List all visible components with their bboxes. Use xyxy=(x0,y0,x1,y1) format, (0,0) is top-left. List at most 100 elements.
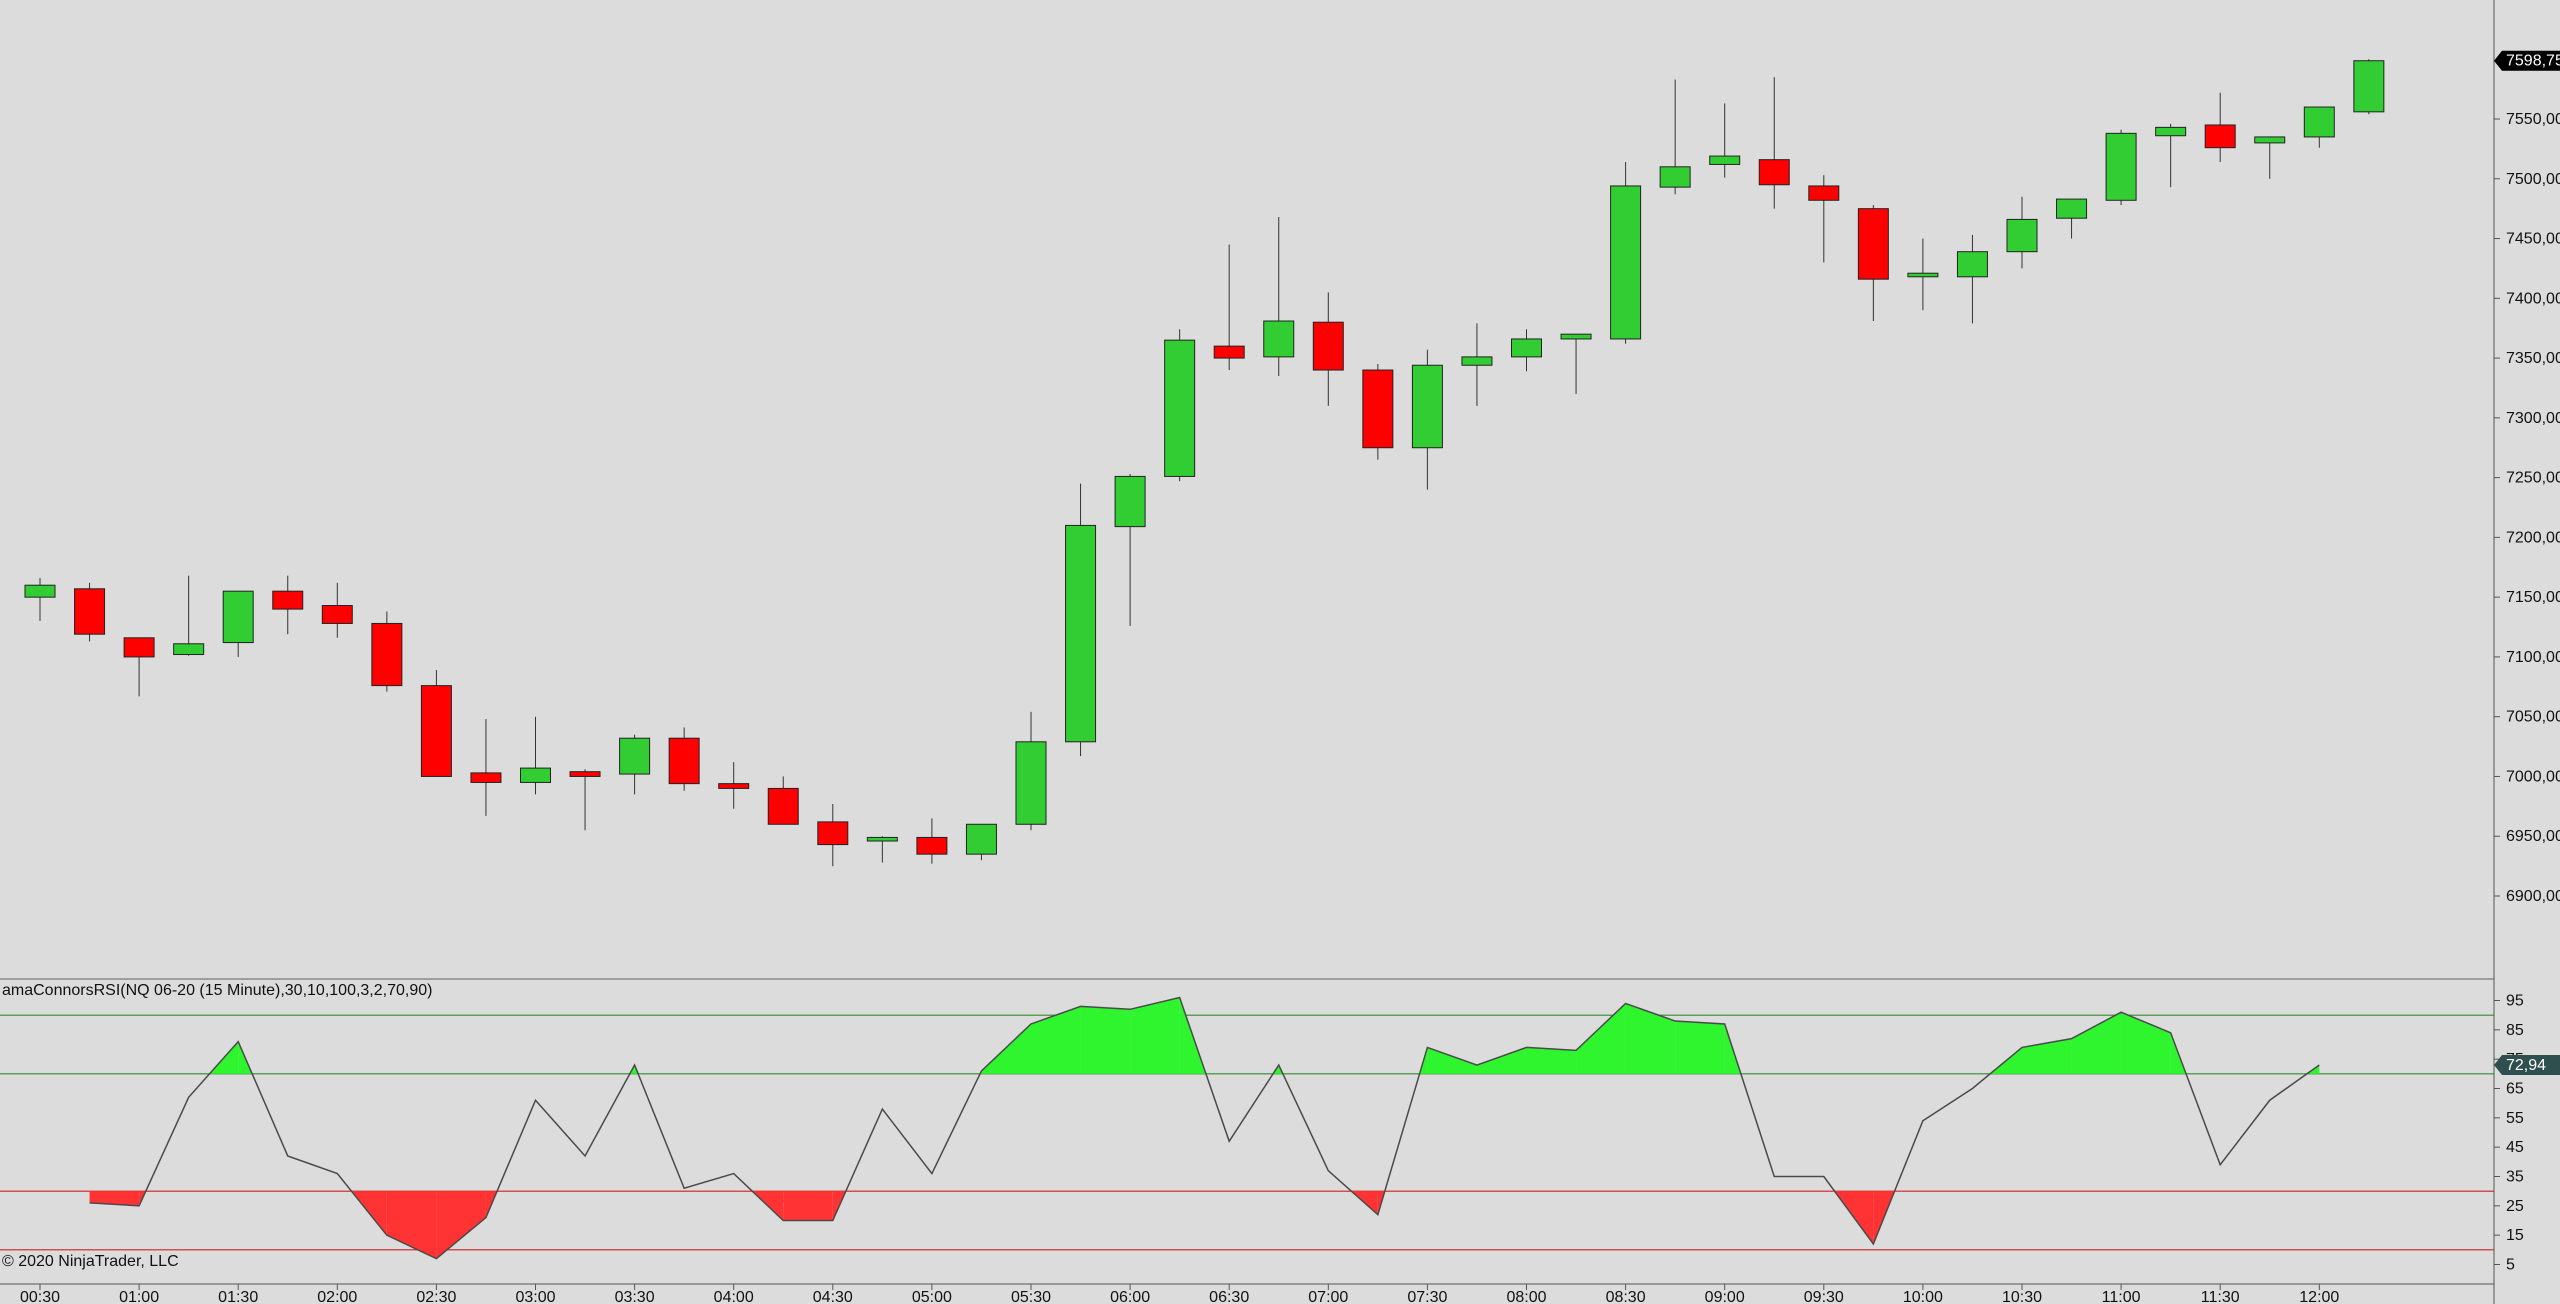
price-tick-label: 7300,00 xyxy=(2506,410,2560,427)
last-rsi-label-bg xyxy=(2494,1055,2560,1076)
candle xyxy=(1114,474,1146,626)
price-tick-label: 7350,00 xyxy=(2506,350,2560,367)
last-rsi-marker: 72,94 xyxy=(2494,1055,2560,1076)
candle-body xyxy=(1758,159,1790,186)
candle-body xyxy=(2056,198,2088,219)
price-tick-label: 7400,00 xyxy=(2506,290,2560,307)
candle-body xyxy=(1808,185,1840,201)
x-tick-label: 03:30 xyxy=(615,1289,655,1304)
candle-body xyxy=(1164,339,1196,477)
x-tick-label: 00:30 xyxy=(20,1289,60,1304)
rsi-tick-label: 85 xyxy=(2506,1022,2524,1039)
rsi-tick-label: 65 xyxy=(2506,1081,2524,1098)
candle-body xyxy=(1659,166,1691,188)
candles-layer xyxy=(24,59,2385,867)
candle-body xyxy=(1560,333,1592,340)
candle xyxy=(1015,711,1047,831)
candle-body xyxy=(2204,124,2236,149)
rsi-overbought-fill xyxy=(2022,1038,2072,1074)
price-tick-label: 7150,00 xyxy=(2506,589,2560,606)
x-tick-label: 05:30 xyxy=(1011,1289,1051,1304)
rsi-overbought-fill xyxy=(2071,1012,2122,1074)
price-tick-label: 7100,00 xyxy=(2506,649,2560,666)
candle xyxy=(1956,234,1988,324)
candle xyxy=(371,611,403,692)
candle-body xyxy=(24,584,56,598)
x-tick-label: 01:00 xyxy=(119,1289,159,1304)
candle xyxy=(2105,129,2137,206)
x-tick-label: 11:00 xyxy=(2102,1289,2141,1304)
rsi-overbought-fill xyxy=(1675,1021,1725,1074)
rsi-line xyxy=(89,996,2320,1260)
x-tick-label: 04:00 xyxy=(714,1289,754,1304)
candle-body xyxy=(173,643,205,656)
candle-body xyxy=(74,588,106,635)
candle xyxy=(123,637,155,697)
last-price-label-bg xyxy=(2494,50,2560,71)
candle xyxy=(2006,196,2038,269)
x-tick-label: 10:30 xyxy=(2002,1289,2042,1304)
candle-body xyxy=(1312,321,1344,371)
candle xyxy=(1312,292,1344,406)
candle xyxy=(619,734,651,795)
candle xyxy=(1709,103,1741,178)
candle xyxy=(2155,123,2187,188)
candle xyxy=(272,575,304,635)
candle xyxy=(1758,77,1790,209)
candle xyxy=(1164,329,1196,482)
rsi-tick-label: 45 xyxy=(2506,1139,2524,1156)
x-tick-label: 12:00 xyxy=(2299,1289,2339,1304)
candle-body xyxy=(1213,345,1245,359)
price-tick-label: 7050,00 xyxy=(2506,709,2560,726)
rsi-overbought-fill xyxy=(1576,1003,1626,1074)
candle-body xyxy=(1114,475,1146,528)
candle xyxy=(420,670,452,777)
candle-body xyxy=(470,772,502,783)
candle-body xyxy=(1015,741,1047,825)
candle-body xyxy=(569,771,601,777)
candle xyxy=(1362,364,1394,460)
candle xyxy=(1560,333,1592,394)
candle xyxy=(1263,217,1295,377)
candle-body xyxy=(520,767,551,783)
candle xyxy=(965,823,997,861)
candle xyxy=(1213,244,1245,371)
last-price-marker: 7598,75 xyxy=(2494,50,2560,71)
candle xyxy=(74,582,106,642)
price-tick-label: 6950,00 xyxy=(2506,828,2560,845)
candle xyxy=(520,716,551,795)
x-tick-label: 04:30 xyxy=(813,1289,853,1304)
candle xyxy=(1907,238,1939,311)
rsi-panel[interactable] xyxy=(0,996,2494,1260)
x-tick-label: 08:30 xyxy=(1606,1289,1646,1304)
x-tick-label: 09:30 xyxy=(1804,1289,1844,1304)
candle-body xyxy=(767,787,799,825)
indicator-title: amaConnorsRSI(NQ 06-20 (15 Minute),30,10… xyxy=(2,982,433,999)
candle-body xyxy=(2254,136,2286,144)
candle-body xyxy=(1065,524,1097,743)
candle-body xyxy=(1907,272,1939,278)
candle xyxy=(2204,92,2236,163)
rsi-tick-label: 5 xyxy=(2506,1257,2515,1274)
candle xyxy=(321,582,353,638)
candle xyxy=(2254,136,2286,179)
rsi-oversold-fill xyxy=(386,1191,437,1259)
x-tick-label: 07:30 xyxy=(1407,1289,1447,1304)
candle-body xyxy=(718,783,750,789)
copyright-text: © 2020 NinjaTrader, LLC xyxy=(2,1253,179,1270)
candle-body xyxy=(1610,185,1642,340)
candle xyxy=(718,762,750,809)
rsi-tick-label: 55 xyxy=(2506,1110,2524,1127)
x-tick-label: 10:00 xyxy=(1903,1289,1943,1304)
rsi-tick-label: 25 xyxy=(2506,1198,2524,1215)
candle xyxy=(2303,106,2335,148)
candle-body xyxy=(1511,338,1542,358)
candle xyxy=(2056,198,2088,239)
candle-body xyxy=(916,836,948,855)
candle-body xyxy=(222,590,254,644)
candle xyxy=(1065,483,1097,757)
candle-body xyxy=(321,605,353,624)
candle-body xyxy=(420,685,452,777)
